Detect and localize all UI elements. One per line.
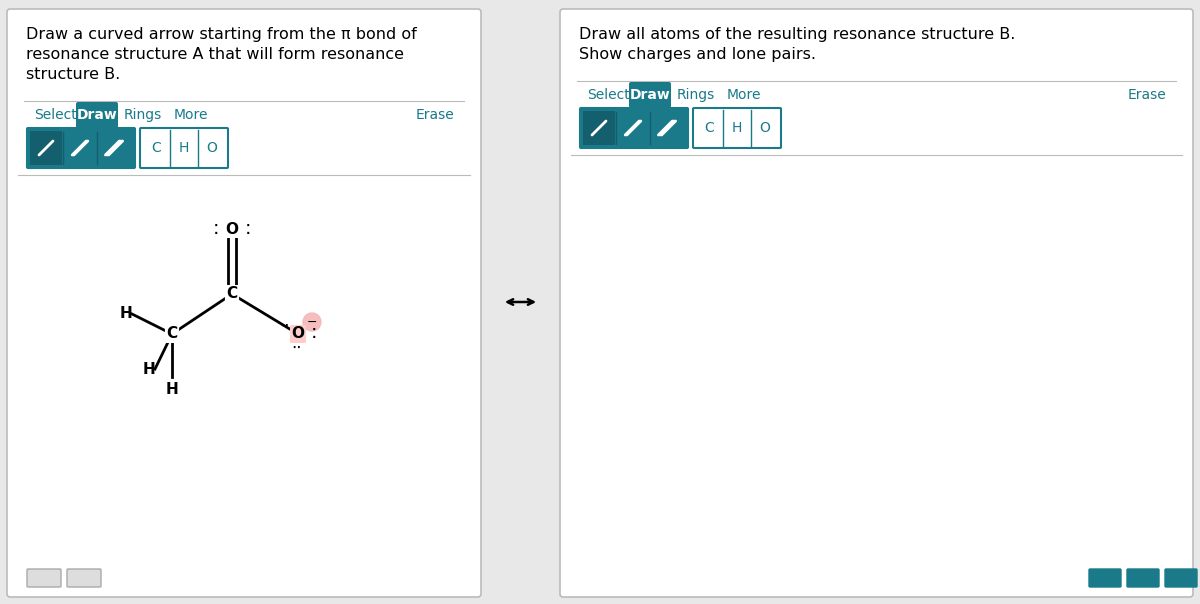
Text: C: C: [151, 141, 161, 155]
Text: Select: Select: [34, 108, 77, 122]
Text: H: H: [732, 121, 742, 135]
FancyBboxPatch shape: [28, 569, 61, 587]
Text: :: :: [311, 324, 317, 342]
Circle shape: [302, 313, 322, 331]
Text: Rings: Rings: [124, 108, 162, 122]
Text: O: O: [760, 121, 770, 135]
Text: Draw: Draw: [630, 88, 671, 102]
Text: More: More: [727, 88, 762, 102]
Text: C: C: [704, 121, 714, 135]
Text: O: O: [292, 327, 305, 341]
Text: C: C: [167, 327, 178, 341]
FancyBboxPatch shape: [1165, 569, 1198, 587]
FancyBboxPatch shape: [580, 108, 688, 148]
FancyBboxPatch shape: [30, 131, 62, 165]
FancyBboxPatch shape: [583, 111, 616, 145]
Text: O: O: [206, 141, 217, 155]
FancyBboxPatch shape: [1127, 569, 1159, 587]
Text: Erase: Erase: [415, 108, 454, 122]
Text: :: :: [245, 219, 251, 237]
Text: Erase: Erase: [1127, 88, 1166, 102]
Text: ⋅⋅: ⋅⋅: [290, 339, 301, 357]
Text: Rings: Rings: [677, 88, 715, 102]
Text: O: O: [226, 222, 239, 237]
FancyBboxPatch shape: [694, 108, 781, 148]
Text: resonance structure A that will form resonance: resonance structure A that will form res…: [26, 47, 404, 62]
Text: H: H: [120, 306, 132, 321]
Text: Draw all atoms of the resulting resonance structure B.: Draw all atoms of the resulting resonanc…: [580, 27, 1015, 42]
Text: Draw: Draw: [77, 108, 118, 122]
FancyBboxPatch shape: [140, 128, 228, 168]
Text: More: More: [174, 108, 209, 122]
Text: Select: Select: [587, 88, 630, 102]
Text: H: H: [166, 382, 179, 396]
FancyBboxPatch shape: [1090, 569, 1121, 587]
FancyBboxPatch shape: [7, 9, 481, 597]
FancyBboxPatch shape: [560, 9, 1193, 597]
Text: :: :: [212, 219, 220, 237]
FancyBboxPatch shape: [76, 102, 118, 128]
Text: structure B.: structure B.: [26, 67, 120, 82]
Text: Show charges and lone pairs.: Show charges and lone pairs.: [580, 47, 816, 62]
Text: −: −: [307, 315, 317, 329]
Text: H: H: [143, 362, 155, 376]
Text: Draw a curved arrow starting from the π bond of: Draw a curved arrow starting from the π …: [26, 27, 416, 42]
FancyBboxPatch shape: [67, 569, 101, 587]
Text: ⋅⋅: ⋅⋅: [278, 317, 289, 335]
Text: H: H: [179, 141, 190, 155]
FancyBboxPatch shape: [629, 82, 671, 108]
Text: C: C: [227, 286, 238, 301]
FancyBboxPatch shape: [28, 128, 134, 168]
